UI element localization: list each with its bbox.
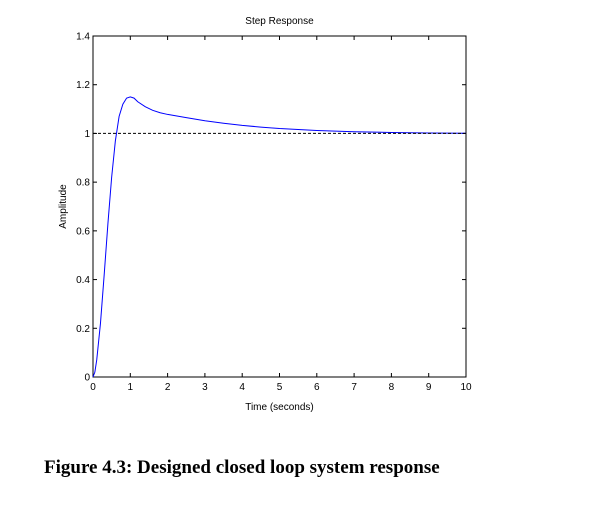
y-tick-label: 0.6	[76, 226, 90, 237]
y-tick-label: 0.4	[76, 275, 90, 286]
figure-caption: Figure 4.3: Designed closed loop system …	[44, 457, 440, 478]
y-tick-label: 1.2	[76, 80, 90, 91]
x-tick-label: 6	[314, 382, 320, 393]
step-response-line	[92, 96, 467, 378]
chart-title: Step Response	[245, 16, 314, 27]
x-tick-label: 9	[426, 382, 432, 393]
y-tick-label: 1.4	[76, 32, 90, 43]
plot-area-frame	[92, 35, 467, 378]
x-tick-label: 5	[277, 382, 283, 393]
x-axis-label: Time (seconds)	[245, 402, 314, 413]
y-tick-label: 0	[84, 373, 90, 384]
y-tick-label: 0.2	[76, 324, 90, 335]
y-axis-label: Amplitude	[58, 184, 69, 229]
y-tick-label: 0.8	[76, 178, 90, 189]
x-tick-label: 4	[239, 382, 245, 393]
y-tick-label: 1	[84, 129, 90, 140]
x-tick-label: 0	[90, 382, 96, 393]
x-tick-label: 2	[165, 382, 171, 393]
step-response-chart: Step Response Time (seconds) Amplitude 0…	[58, 16, 472, 413]
x-tick-label: 10	[460, 382, 472, 393]
x-tick-label: 1	[128, 382, 134, 393]
x-tick-label: 8	[389, 382, 395, 393]
x-tick-label: 3	[202, 382, 208, 393]
x-tick-label: 7	[351, 382, 357, 393]
